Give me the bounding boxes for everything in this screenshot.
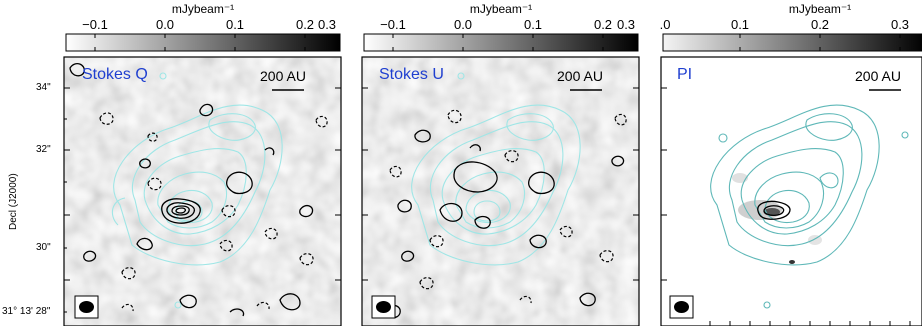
beam-ellipse-q — [79, 301, 94, 313]
colorbar-unit-pi: mJybeam⁻¹ — [788, 2, 852, 16]
yaxis-title: Decl (J2000) — [8, 173, 19, 230]
dust-contours-pi — [710, 104, 909, 309]
cb-tick: 0.2 — [593, 17, 613, 32]
colorbar-q — [65, 33, 341, 52]
colorbar-u — [363, 33, 639, 52]
panel-label-pi: PI — [677, 66, 693, 83]
cb-tick: 0.1 — [225, 17, 245, 32]
dust-contours-u — [411, 72, 581, 266]
cb-tick: .0 — [659, 17, 671, 32]
scalebar-label-u: 200 AU — [557, 68, 603, 84]
pi-contours — [757, 200, 791, 220]
cb-tick: 0.1 — [523, 17, 543, 32]
colorbar-unit-q: mJybeam⁻¹ — [171, 2, 235, 16]
cb-tick: 0.0 — [155, 17, 175, 32]
cb-tick: 0.3 — [317, 17, 337, 32]
panel-label-q: Stokes Q — [82, 66, 148, 83]
beam-ellipse-u — [376, 301, 391, 313]
panel-stokes-q — [63, 56, 342, 326]
panel-pi — [660, 56, 922, 326]
beam-ellipse-pi — [674, 301, 689, 313]
cb-tick: 0.0 — [453, 17, 473, 32]
colorbar-unit-u: mJybeam⁻¹ — [469, 2, 533, 16]
colorbar-pi — [662, 33, 922, 52]
scalebar-label-pi: 200 AU — [855, 68, 901, 84]
cb-tick: 0.3 — [890, 17, 910, 32]
panel-label-u: Stokes U — [379, 66, 444, 83]
stokes-contours-u — [384, 129, 625, 319]
cb-tick: 0.3 — [616, 17, 636, 32]
cb-tick: −0.1 — [380, 17, 406, 32]
cb-tick: 0.2 — [810, 17, 830, 32]
ticks-u — [362, 87, 639, 281]
stokes-contours-q — [69, 62, 314, 317]
panel-stokes-u — [361, 56, 640, 326]
ytick-label: 34" — [36, 82, 51, 93]
cb-tick: 0.1 — [730, 17, 750, 32]
ytick-label: 30" — [36, 242, 51, 253]
ytick-label: 31° 13' 28" — [2, 306, 51, 317]
ticks-q — [64, 87, 341, 313]
cb-tick: 0.2 — [295, 17, 315, 32]
scalebar-label-q: 200 AU — [260, 68, 306, 84]
stokes-neg-contours-q — [99, 112, 328, 312]
ytick-label: 32" — [36, 144, 51, 155]
stokes-neg-contours-u — [389, 109, 627, 304]
cb-tick: −0.1 — [82, 17, 108, 32]
ticks-pi — [661, 87, 911, 326]
